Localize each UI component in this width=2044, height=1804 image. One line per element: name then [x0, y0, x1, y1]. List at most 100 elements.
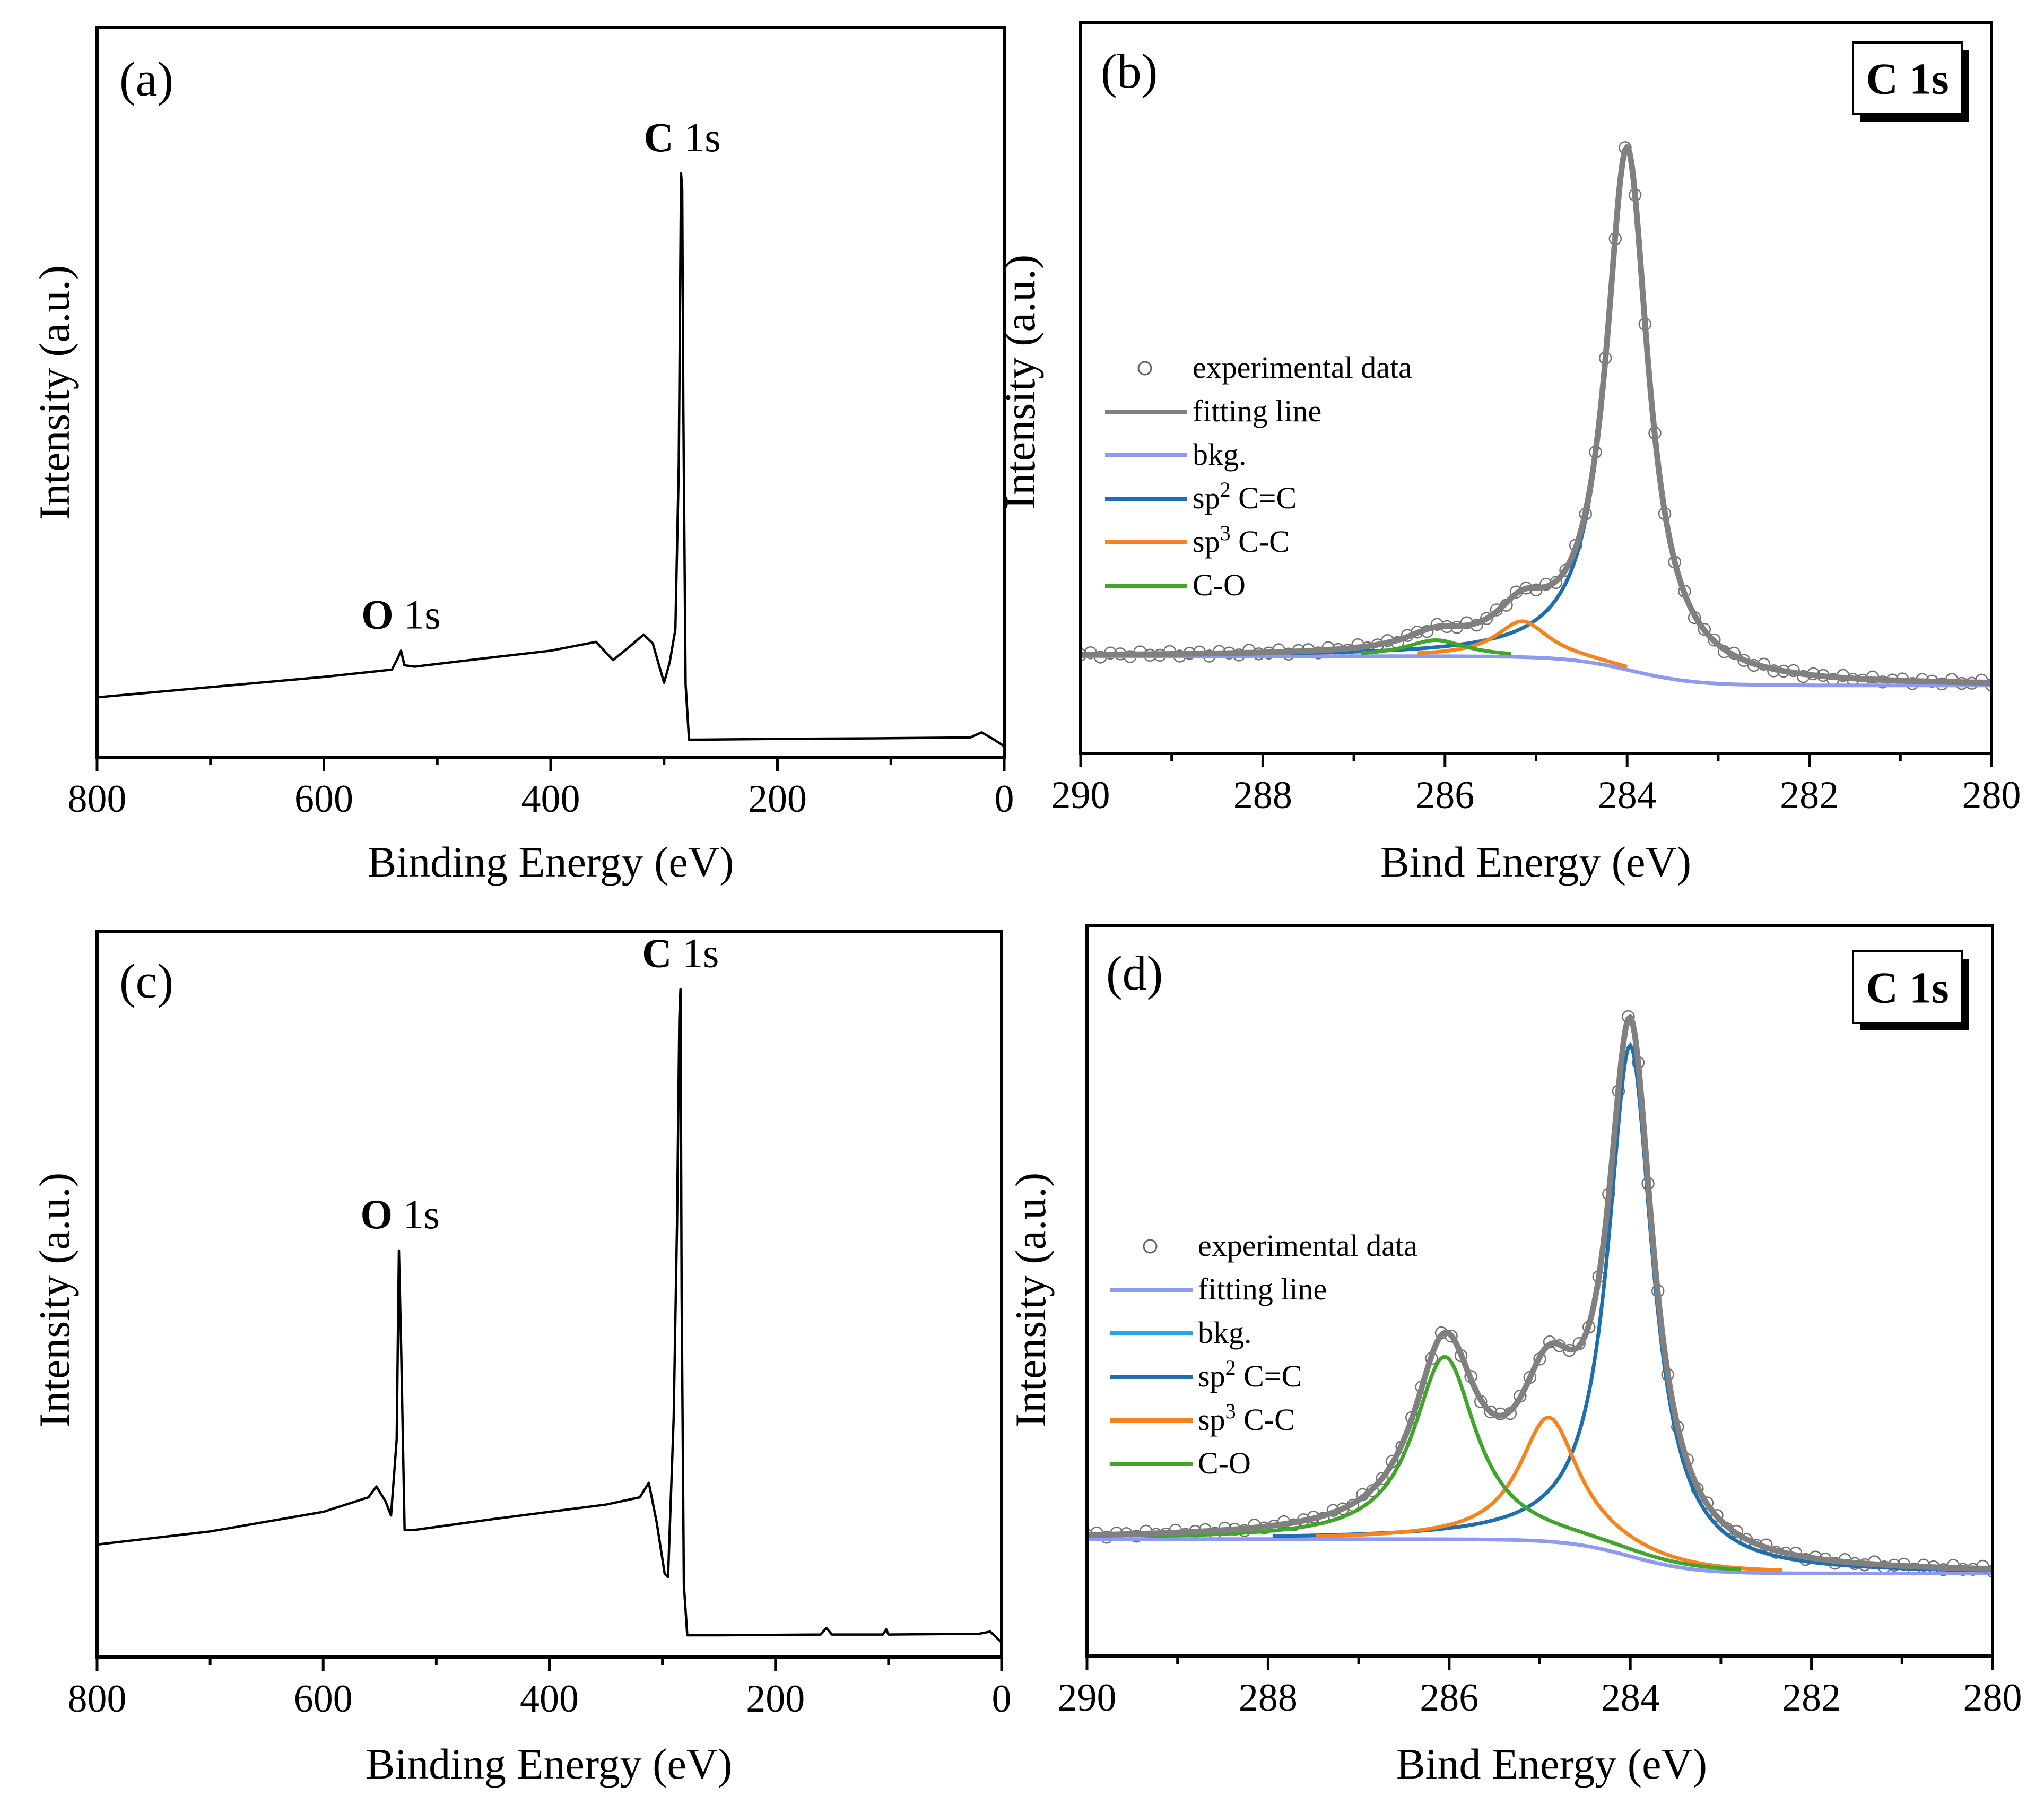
- panel-a: 800 600 400 200 0 Binding Energy (eV) Intensit…: [30, 26, 1014, 886]
- peak-annotation-orbital: 1s: [393, 1191, 440, 1237]
- panel-d: 290 288 286 284 282 280 Bind Energy (eV) Intens…: [1006, 924, 2022, 1788]
- component-sp3-c-c: [1315, 1415, 1782, 1572]
- y-axis-title: Intensity (a.u.): [996, 255, 1044, 509]
- legend-entry: experimental data: [1193, 350, 1412, 385]
- peak-annotation-orbital: 1s: [672, 930, 719, 976]
- x-tick-label: 290: [1051, 774, 1110, 817]
- x-tick-label: 286: [1415, 774, 1474, 817]
- peak-annotation-element: C: [642, 930, 672, 976]
- y-axis-title: Intensity (a.u.): [30, 1173, 79, 1427]
- legend-entry: sp3 C-C: [1198, 1399, 1295, 1437]
- badge-label: C 1s: [1866, 55, 1949, 104]
- x-axis-title: Binding Energy (eV): [368, 838, 734, 886]
- panel-label: (b): [1101, 44, 1158, 98]
- legend-entry: C-O: [1198, 1446, 1251, 1480]
- x-tick-label: 400: [520, 1677, 579, 1721]
- x-tick-label: 800: [68, 777, 127, 821]
- peak-annotation: O 1s: [360, 1191, 440, 1237]
- experimental-data-point: [1445, 1329, 1458, 1343]
- survey-line: [97, 988, 1002, 1644]
- x-tick-label: 400: [521, 777, 580, 821]
- experimental-data-point: [1698, 622, 1711, 636]
- y-axis-title: Intensity (a.u.): [30, 265, 79, 520]
- plot-area: [97, 172, 1004, 748]
- legend-entry: sp3 C-C: [1193, 521, 1290, 559]
- x-tick-label: 600: [294, 1677, 353, 1721]
- badge-box: [1852, 41, 1963, 115]
- plot-area: [97, 988, 1002, 1644]
- x-tick-label: 282: [1782, 1676, 1841, 1720]
- legend-label-main: sp: [1193, 524, 1220, 559]
- legend-entry: experimental data: [1198, 1228, 1417, 1263]
- x-tick-label: 280: [1963, 1676, 2022, 1720]
- legend-label-rest: C=C: [1231, 481, 1297, 515]
- legend-marker: [1143, 1239, 1158, 1254]
- legend-label-main: sp: [1198, 1402, 1225, 1437]
- x-tick-label: 286: [1420, 1676, 1478, 1720]
- experimental-data-point: [1484, 1405, 1497, 1419]
- peak-annotation: C 1s: [643, 114, 720, 160]
- legend-entry: fitting line: [1198, 1272, 1327, 1306]
- peak-annotation: O 1s: [361, 591, 441, 637]
- peak-annotation: C 1s: [642, 930, 719, 976]
- x-tick-label: 200: [748, 777, 807, 821]
- badge-label: C 1s: [1866, 964, 1949, 1013]
- panel-b: 290 288 286 284 282 280 Bind Energy (eV) Intens…: [996, 21, 2021, 886]
- legend-entry: bkg.: [1198, 1315, 1252, 1350]
- legend-label-sup: 2: [1220, 478, 1231, 501]
- x-tick-label: 282: [1780, 774, 1839, 817]
- component-c-o: [1148, 1355, 1742, 1572]
- peak-annotation-element: O: [361, 591, 394, 637]
- legend-entry: bkg.: [1193, 437, 1247, 472]
- x-tick-label: 600: [294, 777, 353, 821]
- badge-box: [1852, 950, 1963, 1024]
- background-line: [1087, 1537, 1993, 1575]
- peak-annotation-element: C: [643, 114, 673, 160]
- legend-entry: sp2 C=C: [1198, 1356, 1302, 1393]
- x-tick-label: 0: [995, 777, 1014, 821]
- survey-line: [97, 172, 1004, 748]
- legend-label-sup: 3: [1220, 521, 1231, 545]
- plot-area: [1081, 141, 1991, 692]
- x-tick-label: 800: [68, 1677, 127, 1721]
- fitting-line: [1081, 144, 1991, 686]
- legend-label-sup: 2: [1225, 1356, 1236, 1380]
- x-tick-label: 200: [746, 1677, 805, 1721]
- legend-label-main: sp: [1193, 481, 1220, 515]
- panel-label: (a): [119, 52, 173, 106]
- experimental-data-point: [1708, 634, 1721, 647]
- x-axis-title: Bind Energy (eV): [1380, 838, 1691, 886]
- x-tick-label: 288: [1239, 1676, 1298, 1720]
- plot-area: [1087, 1010, 1993, 1578]
- peak-annotation-orbital: 1s: [394, 591, 441, 637]
- legend-entry: sp2 C=C: [1193, 478, 1297, 515]
- component-sp3-c-c: [1417, 619, 1628, 669]
- panel-label: (c): [119, 954, 173, 1008]
- x-tick-label: 284: [1598, 774, 1657, 817]
- x-tick-label: 280: [1962, 774, 2021, 817]
- experimental-data-point: [1710, 1508, 1724, 1522]
- legend-entry: fitting line: [1193, 394, 1321, 428]
- peak-annotation-element: O: [360, 1191, 393, 1237]
- y-axis-title: Intensity (a.u.): [1006, 1173, 1055, 1427]
- legend-entry: C-O: [1193, 568, 1246, 602]
- legend-label-rest: C-C: [1236, 1402, 1295, 1437]
- x-tick-label: 0: [992, 1677, 1012, 1721]
- x-axis-title: Binding Energy (eV): [366, 1740, 733, 1788]
- panel-label: (d): [1106, 946, 1163, 1000]
- legend-label-main: sp: [1198, 1359, 1225, 1393]
- legend-label-rest: C-C: [1231, 524, 1290, 559]
- component-c-o: [1360, 638, 1511, 656]
- experimental-data-point: [1376, 1472, 1389, 1485]
- x-tick-label: 288: [1233, 774, 1292, 817]
- legend-marker: [1137, 361, 1152, 376]
- fitting-line: [1087, 1014, 1993, 1572]
- background-line: [1081, 654, 1991, 688]
- x-tick-label: 290: [1058, 1676, 1117, 1720]
- panel-c: 800 600 400 200 0 Binding Energy (eV) Intensit…: [30, 930, 1012, 1788]
- x-tick-label: 284: [1601, 1676, 1660, 1720]
- peak-annotation-orbital: 1s: [674, 114, 721, 160]
- legend-label-sup: 3: [1225, 1399, 1236, 1423]
- legend-label-rest: C=C: [1236, 1359, 1302, 1393]
